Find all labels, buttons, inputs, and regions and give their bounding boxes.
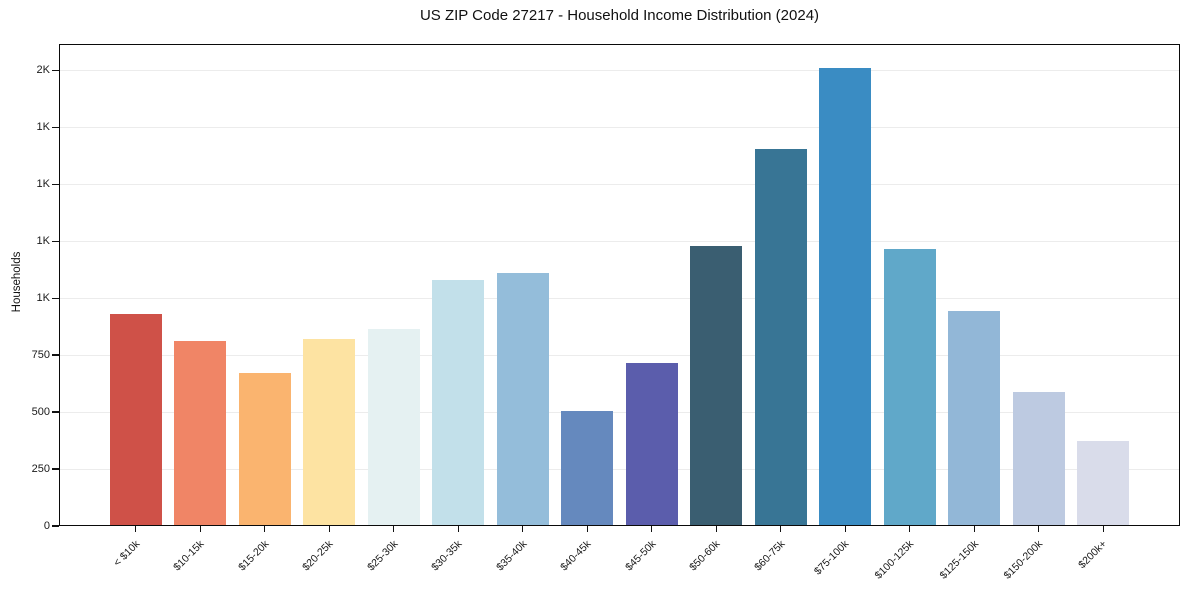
x-tick-mark	[973, 526, 975, 532]
x-tick-mark	[393, 526, 395, 532]
gridline	[59, 468, 1180, 470]
y-tick-mark	[52, 354, 59, 356]
y-tick-label: 1K	[36, 120, 50, 133]
x-tick-mark	[780, 526, 782, 532]
chart-title: US ZIP Code 27217 - Household Income Dis…	[419, 7, 820, 24]
x-tick-label: $35-40k	[493, 538, 530, 574]
y-tick-label: 250	[31, 462, 50, 475]
y-tick-label: 500	[31, 405, 50, 418]
bar	[561, 410, 614, 526]
x-tick-mark	[199, 526, 201, 532]
gridline	[59, 126, 1180, 128]
bar	[174, 341, 227, 526]
bar	[496, 273, 549, 526]
x-tick-label: $20-25k	[300, 538, 336, 574]
x-tick-label: $25-30k	[364, 538, 401, 574]
x-tick-label: $125-150k	[937, 538, 981, 582]
y-tick-label: 2K	[36, 63, 50, 76]
bar	[303, 339, 356, 526]
x-tick-label: $75-100k	[812, 538, 852, 578]
plot-area	[59, 44, 1180, 526]
y-tick-label: 750	[31, 348, 50, 361]
x-tick-label: $40-45k	[558, 538, 594, 574]
bar	[754, 148, 807, 526]
y-tick-mark	[52, 297, 59, 299]
bar	[883, 249, 936, 526]
gridline	[59, 240, 1180, 242]
bar	[1077, 440, 1130, 526]
x-tick-mark	[328, 526, 330, 532]
bar	[819, 67, 872, 526]
bar	[367, 328, 420, 526]
bar	[625, 363, 678, 526]
x-tick-label: $15-20k	[235, 538, 272, 574]
x-tick-label: $150-200k	[1001, 538, 1046, 582]
x-tick-mark	[135, 526, 137, 532]
y-tick-label: 0	[43, 519, 50, 532]
x-tick-mark	[909, 526, 911, 532]
x-tick-label: $50-60k	[687, 538, 723, 574]
gridline	[59, 69, 1180, 71]
x-tick-label: $100-125k	[872, 538, 917, 582]
gridline	[59, 354, 1180, 356]
bar	[432, 279, 485, 526]
x-tick-mark	[1102, 526, 1104, 532]
bar	[690, 245, 743, 526]
x-tick-label: $60-75k	[751, 538, 788, 574]
x-tick-mark	[264, 526, 266, 532]
bar	[948, 310, 1001, 526]
bar	[109, 314, 162, 526]
y-tick-label: 1K	[36, 291, 50, 304]
x-tick-label: $200k+	[1076, 538, 1110, 572]
x-tick-mark	[844, 526, 846, 532]
gridline	[59, 183, 1180, 185]
x-tick-mark	[651, 526, 653, 532]
x-tick-mark	[1038, 526, 1040, 532]
x-tick-label: $30-35k	[429, 538, 465, 574]
x-tick-mark	[586, 526, 588, 532]
y-tick-mark	[52, 525, 59, 527]
x-tick-mark	[715, 526, 717, 532]
gridline	[59, 297, 1180, 299]
y-tick-label: 1K	[36, 177, 50, 190]
x-tick-label: $10-15k	[171, 538, 207, 574]
bar	[1012, 391, 1065, 526]
x-tick-mark	[457, 526, 459, 532]
y-tick-mark	[52, 411, 59, 413]
bar	[238, 373, 291, 526]
y-tick-mark	[52, 183, 59, 185]
y-tick-mark	[52, 126, 59, 128]
x-tick-mark	[522, 526, 524, 532]
y-tick-label: 1K	[36, 234, 50, 247]
y-tick-mark	[52, 468, 59, 470]
x-tick-label: $45-50k	[622, 538, 659, 574]
x-tick-label: < $10k	[111, 538, 143, 569]
gridline	[59, 411, 1180, 413]
y-tick-mark	[52, 69, 59, 71]
y-tick-mark	[52, 240, 59, 242]
